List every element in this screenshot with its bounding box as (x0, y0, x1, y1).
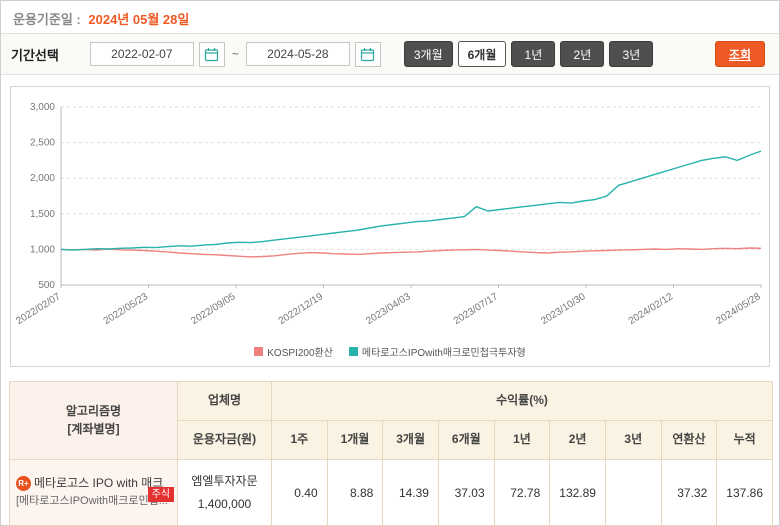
fund-amount: 1,400,000 (197, 496, 252, 511)
algorithm-name-cell[interactable]: R+ 메타로고스 IPO with 매크 [메타로고스IPOwith매크로민첩..… (9, 459, 178, 526)
date-from-calendar-button[interactable] (198, 41, 225, 67)
svg-text:2023/10/30: 2023/10/30 (539, 291, 588, 327)
header-annualized: 연환산 (660, 420, 718, 460)
svg-text:2024/05/28: 2024/05/28 (714, 291, 763, 327)
return-1m: 8.88 (326, 459, 384, 526)
fund-name[interactable]: 메타로고스 IPO with 매크 (34, 476, 164, 491)
table-row: R+ 메타로고스 IPO with 매크 [메타로고스IPOwith매크로민첩..… (9, 459, 773, 526)
period-quick-buttons: 3개월 6개월 1년 2년 3년 (403, 41, 654, 67)
legend-item-kospi: KOSPI200환산 (254, 344, 333, 359)
header-period-6m: 6개월 (437, 420, 495, 460)
calendar-icon (361, 47, 375, 61)
company-fund-cell: 엠엘투자자문 1,400,000 (177, 459, 272, 526)
header-algorithm-name: 알고리즘명 [계좌별명] (9, 381, 178, 460)
legend-item-fund: 메타로고스IPOwith매크로민첩극투자형 (348, 344, 526, 359)
kospi-legend-label: KOSPI200환산 (267, 348, 333, 359)
period-button-3y[interactable]: 3년 (609, 41, 654, 67)
date-to-input[interactable] (245, 42, 350, 66)
svg-text:1,500: 1,500 (30, 209, 55, 220)
stock-badge: 주식 (147, 487, 174, 502)
svg-text:2022/02/07: 2022/02/07 (14, 291, 63, 327)
header-period-3m: 3개월 (382, 420, 439, 460)
fund-legend-label: 메타로고스IPOwith매크로민첩극투자형 (361, 348, 526, 359)
header-company: 업체명 (177, 381, 272, 421)
search-button[interactable]: 조회 (714, 41, 765, 67)
svg-text:2,500: 2,500 (30, 138, 55, 149)
returns-table: 알고리즘명 [계좌별명] 업체명 수익률(%) 운용자금(원) 1주 1개월 3… (9, 381, 773, 526)
account-alias: [메타로고스IPOwith매크로민첩... (16, 495, 168, 508)
svg-text:2022/09/05: 2022/09/05 (189, 291, 238, 327)
header-period-1y: 1년 (493, 420, 551, 460)
svg-text:2024/02/12: 2024/02/12 (627, 291, 676, 327)
return-1y: 72.78 (493, 459, 551, 526)
return-1w: 0.40 (271, 459, 328, 526)
header-period-2y: 2년 (549, 420, 606, 460)
header-algorithm-line1: 알고리즘명 (65, 404, 122, 419)
period-button-1y[interactable]: 1년 (511, 41, 556, 67)
period-button-6m[interactable]: 6개월 (457, 41, 507, 67)
return-6m: 37.03 (437, 459, 495, 526)
header-returns-group: 수익률(%) (271, 381, 773, 421)
svg-text:3,000: 3,000 (30, 102, 55, 113)
period-button-2y[interactable]: 2년 (560, 41, 605, 67)
base-date-bar: 운용기준일 : 2024년 05월 28일 (1, 1, 779, 33)
tilde-separator: ~ (231, 47, 239, 61)
date-to-calendar-button[interactable] (354, 41, 381, 67)
returns-table-section: 알고리즘명 [계좌별명] 업체명 수익률(%) 운용자금(원) 1주 1개월 3… (9, 381, 773, 526)
r-plus-icon: R+ (16, 476, 31, 492)
svg-text:500: 500 (38, 280, 55, 291)
header-period-3y: 3년 (604, 420, 662, 460)
return-3y (604, 459, 662, 526)
price-line-chart: 500 1,000 1,500 2,000 2,500 3,000 2022/02/07 20… (14, 102, 763, 327)
company-name: 엠엘투자자문 (191, 473, 258, 488)
kospi-legend-swatch (254, 347, 264, 356)
svg-text:2,000: 2,000 (30, 173, 55, 184)
period-select-bar: 기간선택 ~ 3개월 6개월 1년 2년 3년 조회 (1, 33, 779, 75)
return-3m: 14.39 (382, 459, 439, 526)
chart-legend: KOSPI200환산 메타로고스IPOwith매크로민첩극투자형 (13, 344, 767, 366)
svg-text:2022/12/19: 2022/12/19 (277, 291, 326, 327)
chart-panel: 500 1,000 1,500 2,000 2,500 3,000 2022/02/07 20… (10, 86, 770, 367)
date-from-input[interactable] (89, 42, 194, 66)
svg-text:1,000: 1,000 (30, 244, 55, 255)
base-date-label: 운용기준일 : (13, 12, 81, 27)
header-cumulative: 누적 (716, 420, 773, 460)
return-2y: 132.89 (549, 459, 606, 526)
calendar-icon (205, 47, 219, 61)
return-annualized: 37.32 (660, 459, 718, 526)
svg-text:2023/07/17: 2023/07/17 (452, 291, 501, 327)
svg-text:2023/04/03: 2023/04/03 (364, 291, 413, 327)
base-date-value: 2024년 05월 28일 (88, 12, 190, 27)
svg-text:2022/05/23: 2022/05/23 (102, 291, 151, 327)
header-fund-amount: 운용자금(원) (177, 420, 272, 460)
period-select-label: 기간선택 (11, 47, 59, 63)
fund-legend-swatch (348, 347, 358, 356)
header-account-alias: [계좌별명] (67, 421, 120, 436)
return-cumulative: 137.86 (716, 459, 773, 526)
header-period-1m: 1개월 (326, 420, 384, 460)
period-button-3m[interactable]: 3개월 (403, 41, 453, 67)
header-period-1w: 1주 (271, 420, 328, 460)
